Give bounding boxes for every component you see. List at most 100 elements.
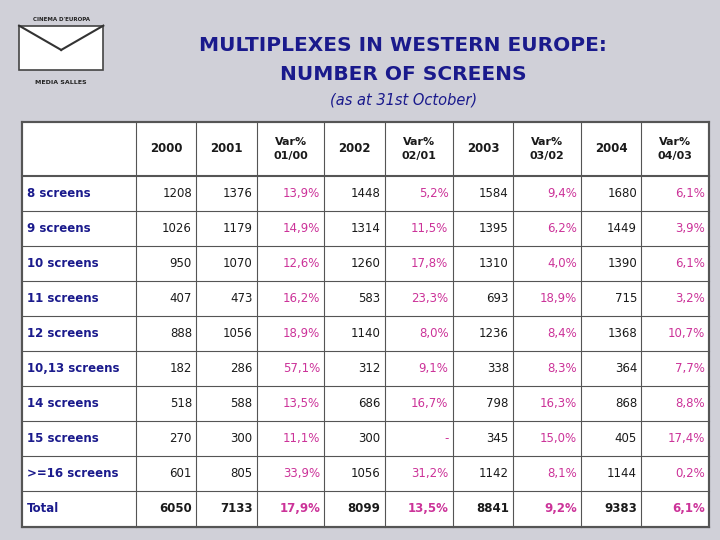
Text: 10,13 screens: 10,13 screens — [27, 362, 119, 375]
Text: 888: 888 — [170, 327, 192, 340]
Text: 57,1%: 57,1% — [283, 362, 320, 375]
Text: 407: 407 — [170, 292, 192, 305]
Text: 338: 338 — [487, 362, 509, 375]
Text: 2003: 2003 — [467, 143, 499, 156]
Text: 805: 805 — [230, 468, 253, 481]
Text: 6,2%: 6,2% — [546, 222, 577, 235]
Text: 11,5%: 11,5% — [411, 222, 449, 235]
Text: 6050: 6050 — [159, 503, 192, 516]
Text: 1142: 1142 — [479, 468, 509, 481]
Text: 33,9%: 33,9% — [283, 468, 320, 481]
Text: 17,9%: 17,9% — [279, 503, 320, 516]
Text: 23,3%: 23,3% — [411, 292, 449, 305]
Text: 693: 693 — [487, 292, 509, 305]
Text: 518: 518 — [170, 397, 192, 410]
Text: 8841: 8841 — [476, 503, 509, 516]
Text: 8 screens: 8 screens — [27, 187, 90, 200]
Text: 15 screens: 15 screens — [27, 433, 99, 446]
Text: 13,5%: 13,5% — [408, 503, 449, 516]
Text: 300: 300 — [230, 433, 253, 446]
Text: 8,4%: 8,4% — [547, 327, 577, 340]
Text: 3,9%: 3,9% — [675, 222, 705, 235]
Text: 2001: 2001 — [210, 143, 243, 156]
Text: 0,2%: 0,2% — [675, 468, 705, 481]
Text: 16,7%: 16,7% — [411, 397, 449, 410]
Text: 798: 798 — [487, 397, 509, 410]
Text: Var%: Var% — [531, 137, 563, 147]
Text: MULTIPLEXES IN WESTERN EUROPE:: MULTIPLEXES IN WESTERN EUROPE: — [199, 36, 607, 56]
Text: 270: 270 — [170, 433, 192, 446]
Text: 286: 286 — [230, 362, 253, 375]
Text: 2002: 2002 — [338, 143, 371, 156]
Text: 11 screens: 11 screens — [27, 292, 98, 305]
Text: 02/01: 02/01 — [401, 151, 436, 161]
Text: 1314: 1314 — [351, 222, 381, 235]
Text: 8,1%: 8,1% — [547, 468, 577, 481]
Text: 14 screens: 14 screens — [27, 397, 99, 410]
Text: 16,3%: 16,3% — [539, 397, 577, 410]
Text: 7133: 7133 — [220, 503, 253, 516]
Text: 12 screens: 12 screens — [27, 327, 98, 340]
Bar — [19, 25, 104, 70]
Text: 1395: 1395 — [479, 222, 509, 235]
Text: 715: 715 — [615, 292, 637, 305]
Text: 9,2%: 9,2% — [544, 503, 577, 516]
Text: 1310: 1310 — [479, 257, 509, 270]
Text: 1448: 1448 — [351, 187, 381, 200]
Text: 1584: 1584 — [479, 187, 509, 200]
Text: 12,6%: 12,6% — [283, 257, 320, 270]
Text: 1140: 1140 — [351, 327, 381, 340]
Text: 11,1%: 11,1% — [283, 433, 320, 446]
Text: 6,1%: 6,1% — [675, 257, 705, 270]
Text: 868: 868 — [615, 397, 637, 410]
Text: 8,8%: 8,8% — [675, 397, 705, 410]
Text: 18,9%: 18,9% — [283, 327, 320, 340]
Text: -: - — [444, 433, 449, 446]
Text: 9,1%: 9,1% — [418, 362, 449, 375]
Text: 9383: 9383 — [604, 503, 637, 516]
Text: 1260: 1260 — [351, 257, 381, 270]
Text: 686: 686 — [359, 397, 381, 410]
Text: 9 screens: 9 screens — [27, 222, 90, 235]
Text: 1236: 1236 — [479, 327, 509, 340]
Text: 1368: 1368 — [608, 327, 637, 340]
Text: MEDIA SALLES: MEDIA SALLES — [35, 80, 87, 85]
Text: 300: 300 — [359, 433, 381, 446]
Text: 1390: 1390 — [608, 257, 637, 270]
Text: 10,7%: 10,7% — [667, 327, 705, 340]
Text: Total: Total — [27, 503, 59, 516]
Text: 1449: 1449 — [607, 222, 637, 235]
Text: 18,9%: 18,9% — [539, 292, 577, 305]
Text: 04/03: 04/03 — [658, 151, 693, 161]
Text: 312: 312 — [359, 362, 381, 375]
Text: 17,8%: 17,8% — [411, 257, 449, 270]
Text: 1144: 1144 — [607, 468, 637, 481]
Text: 03/02: 03/02 — [530, 151, 564, 161]
Text: 588: 588 — [230, 397, 253, 410]
Text: 950: 950 — [170, 257, 192, 270]
Text: 1179: 1179 — [222, 222, 253, 235]
Text: NUMBER OF SCREENS: NUMBER OF SCREENS — [280, 65, 526, 84]
Text: 3,2%: 3,2% — [675, 292, 705, 305]
Text: 8,0%: 8,0% — [419, 327, 449, 340]
Text: Var%: Var% — [402, 137, 435, 147]
Text: >=16 screens: >=16 screens — [27, 468, 118, 481]
Text: 1376: 1376 — [222, 187, 253, 200]
Text: 1056: 1056 — [222, 327, 253, 340]
Text: 15,0%: 15,0% — [539, 433, 577, 446]
Text: 7,7%: 7,7% — [675, 362, 705, 375]
Text: 1056: 1056 — [351, 468, 381, 481]
Text: Var%: Var% — [660, 137, 691, 147]
Text: 9,4%: 9,4% — [546, 187, 577, 200]
Text: 182: 182 — [170, 362, 192, 375]
Text: 6,1%: 6,1% — [675, 187, 705, 200]
Text: 583: 583 — [359, 292, 381, 305]
Text: 16,2%: 16,2% — [283, 292, 320, 305]
Text: 13,5%: 13,5% — [283, 397, 320, 410]
Text: 2004: 2004 — [595, 143, 628, 156]
Text: 10 screens: 10 screens — [27, 257, 98, 270]
Text: 1208: 1208 — [162, 187, 192, 200]
Text: 31,2%: 31,2% — [411, 468, 449, 481]
Text: 13,9%: 13,9% — [283, 187, 320, 200]
Text: 8099: 8099 — [348, 503, 381, 516]
